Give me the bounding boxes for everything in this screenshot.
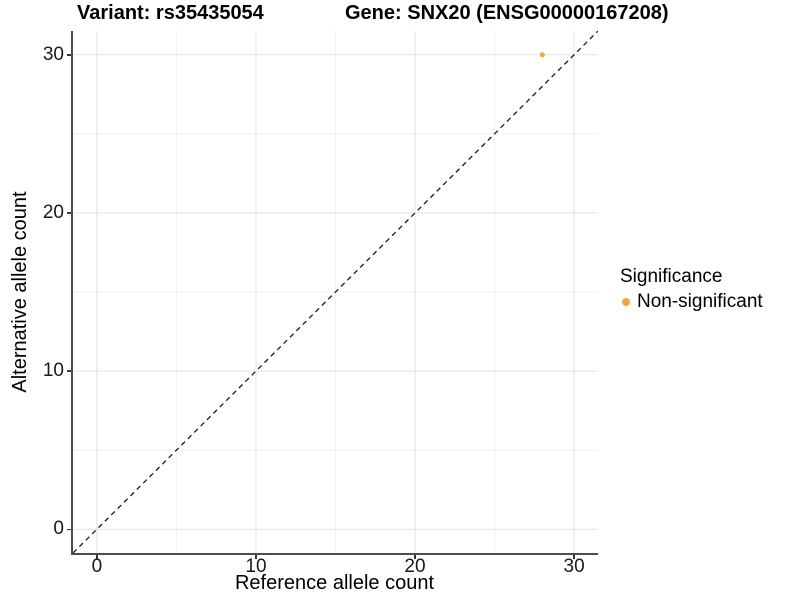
x-tick-mark xyxy=(96,555,98,559)
legend-title: Significance xyxy=(620,266,723,287)
x-tick-mark xyxy=(255,555,257,559)
y-tick-label: 0 xyxy=(53,518,64,540)
plot-panel xyxy=(71,31,598,555)
x-tick-label: 20 xyxy=(404,556,426,577)
legend-item-label: Non-significant xyxy=(637,291,763,312)
y-tick-mark xyxy=(67,212,71,214)
data-point xyxy=(539,52,545,58)
x-tick-label: 0 xyxy=(91,556,103,577)
plot-canvas xyxy=(73,31,598,553)
legend-item: Non-significant xyxy=(620,291,763,313)
y-tick-label: 10 xyxy=(42,360,64,382)
x-tick-mark xyxy=(414,555,416,559)
y-tick-label: 30 xyxy=(42,43,64,65)
x-tick-label: 10 xyxy=(245,556,267,577)
x-axis-title: Reference allele count xyxy=(234,572,434,594)
legend: Significance Non-significant xyxy=(620,266,763,313)
y-tick-mark xyxy=(67,54,71,56)
gene-title: Gene: SNX20 (ENSG00000167208) xyxy=(345,2,669,24)
y-tick-label: 20 xyxy=(42,201,64,223)
variant-title: Variant: rs35435054 xyxy=(77,2,264,24)
legend-marker-dot-icon xyxy=(622,298,630,306)
y-axis-title: Alternative allele count xyxy=(9,191,31,393)
y-tick-mark xyxy=(67,370,71,372)
x-tick-label: 30 xyxy=(563,556,585,577)
y-tick-mark xyxy=(67,528,71,530)
x-tick-mark xyxy=(573,555,575,559)
identity-line xyxy=(73,31,598,553)
